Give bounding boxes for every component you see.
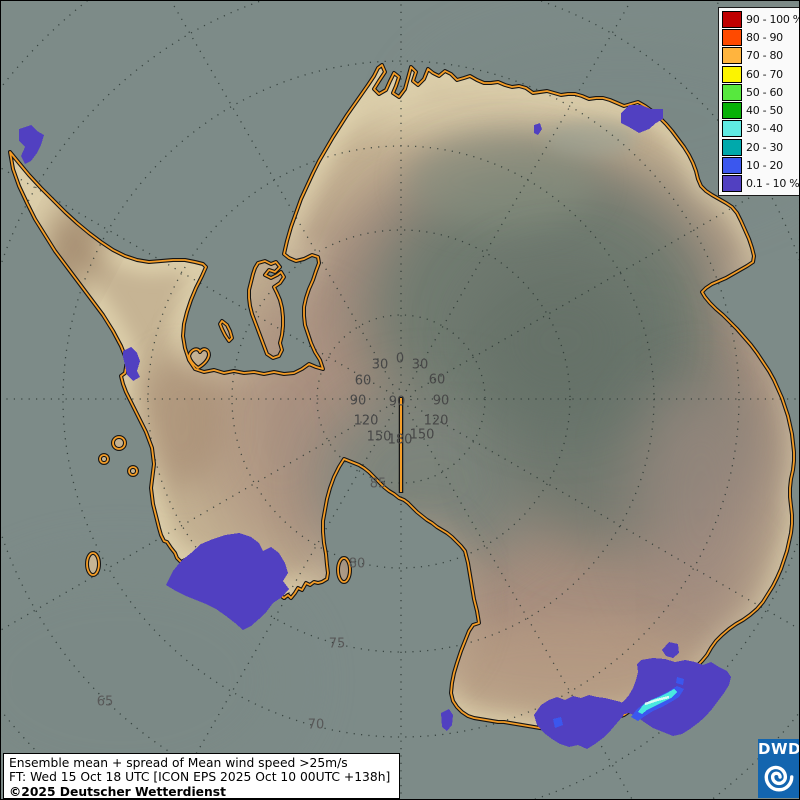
- latitude-label: 80: [349, 557, 366, 572]
- meridian-line: [408, 1, 632, 386]
- latitude-label: 85: [370, 477, 387, 492]
- latitude-label: 75: [329, 637, 346, 652]
- legend-label: 60 - 70: [746, 67, 783, 81]
- legend-swatch: [722, 175, 742, 193]
- longitude-label: 0: [396, 352, 404, 367]
- latitude-labels: 85 80 75 70 65: [97, 477, 387, 733]
- probability-patches: [19, 105, 731, 749]
- longitude-label: 90: [389, 395, 406, 410]
- legend-swatch: [722, 102, 742, 120]
- probability-patch: [662, 642, 679, 658]
- dwd-spiral-icon: [764, 765, 794, 792]
- legend-row: 90 - 100 %: [722, 10, 799, 28]
- meridian-line: [1, 167, 388, 392]
- latitude-circle: [231, 229, 571, 569]
- legend-label: 40 - 50: [746, 104, 783, 118]
- probability-legend: 90 - 100 % 80 - 90 70 - 80 60 - 70 50 - 60 40…: [718, 7, 799, 196]
- probability-patch: [534, 123, 542, 135]
- legend-row: 40 - 50: [722, 102, 799, 120]
- longitude-label: 180: [388, 433, 413, 448]
- legend-swatch: [722, 28, 742, 46]
- latitude-label: 70: [308, 718, 325, 733]
- legend-swatch: [722, 157, 742, 175]
- legend-row: 10 - 20: [722, 157, 799, 175]
- legend-label: 20 - 30: [746, 140, 783, 154]
- copyright-line: ©2025 Deutscher Wetterdienst: [9, 784, 226, 799]
- probability-patch: [534, 695, 626, 749]
- latitude-circle: [62, 60, 740, 738]
- legend-label: 50 - 60: [746, 85, 783, 99]
- legend-row: 20 - 30: [722, 138, 799, 156]
- legend-swatch: [722, 10, 742, 28]
- meridian-line: [408, 412, 633, 799]
- legend-row: 80 - 90: [722, 28, 799, 46]
- longitude-label: 90: [433, 394, 450, 409]
- longitude-label: 90: [350, 394, 367, 409]
- longitude-label: 60: [355, 374, 372, 389]
- probability-patch: [638, 689, 677, 714]
- meridian-line: [1, 406, 388, 631]
- legend-swatch: [722, 47, 742, 65]
- longitude-label: 150: [410, 428, 435, 443]
- legend-row: 60 - 70: [722, 65, 799, 83]
- probability-patch: [553, 717, 563, 728]
- probability-patch: [166, 533, 289, 630]
- legend-row: 0.1 - 10 %: [722, 175, 799, 193]
- probability-patch: [646, 111, 657, 123]
- legend-swatch: [722, 83, 742, 101]
- probability-patch: [123, 347, 140, 381]
- legend-label: 80 - 90: [746, 30, 783, 44]
- probability-patch: [441, 709, 453, 731]
- legend-swatch: [722, 138, 742, 156]
- longitude-label: 120: [354, 414, 379, 429]
- legend-label: 90 - 100 %: [746, 12, 800, 26]
- dwd-logo: DWD: [758, 739, 800, 798]
- legend-label: 0.1 - 10 %: [746, 177, 800, 191]
- legend-swatch: [722, 120, 742, 138]
- legend-row: 70 - 80: [722, 47, 799, 65]
- meridian-line: [169, 412, 394, 799]
- latitude-label: 65: [97, 695, 114, 710]
- probability-patch: [19, 125, 44, 164]
- latitude-circle: [316, 314, 486, 484]
- legend-row: 30 - 40: [722, 120, 799, 138]
- meridian-line: [414, 406, 799, 630]
- dwd-logo-text: DWD: [758, 740, 800, 758]
- probability-patch: [676, 677, 684, 685]
- meridian-line: [414, 168, 799, 392]
- legend-label: 70 - 80: [746, 49, 783, 63]
- product-info-box: Ensemble mean + spread of Mean wind spee…: [3, 753, 400, 799]
- legend-label: 10 - 20: [746, 159, 783, 173]
- longitude-label: 60: [429, 373, 446, 388]
- longitude-label: 150: [367, 430, 392, 445]
- probability-patch-core: [644, 695, 670, 706]
- legend-row: 50 - 60: [722, 83, 799, 101]
- forecast-time-line: FT: Wed 15 Oct 18 UTC [ICON EPS 2025 Oct…: [9, 770, 391, 785]
- meridian-line: [170, 1, 394, 386]
- longitude-label: 30: [412, 358, 429, 373]
- longitude-label: 30: [372, 358, 389, 373]
- product-title: Ensemble mean + spread of Mean wind spee…: [9, 756, 348, 770]
- longitude-label: 120: [424, 414, 449, 429]
- legend-label: 30 - 40: [746, 122, 783, 136]
- legend-swatch: [722, 65, 742, 83]
